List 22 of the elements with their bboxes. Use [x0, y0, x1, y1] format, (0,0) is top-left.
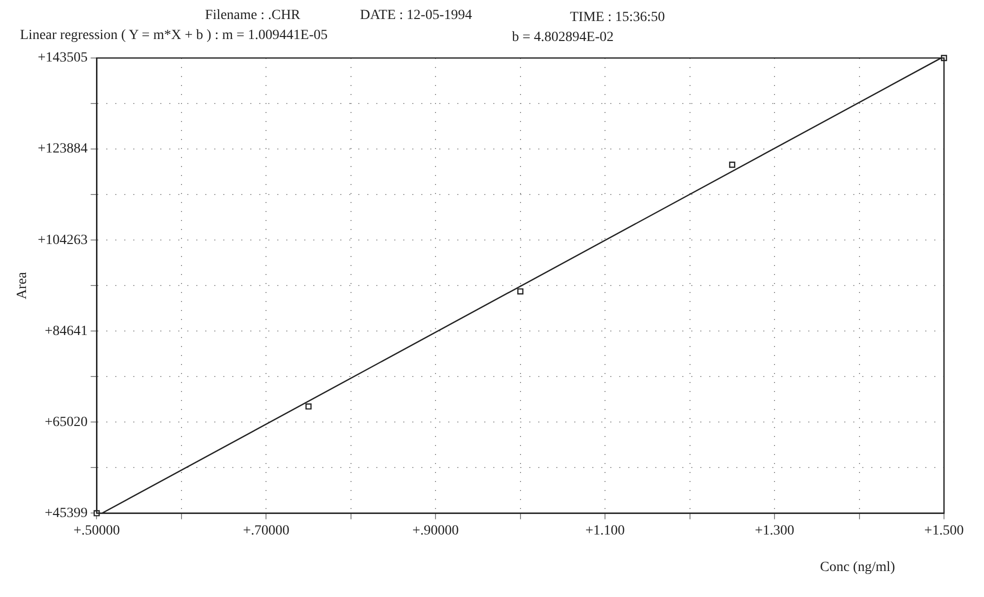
- point: [305, 403, 312, 410]
- x-tick-label: +.50000: [73, 523, 120, 538]
- y-tick-label: +143505: [38, 50, 88, 66]
- y-tick-label: +65020: [44, 414, 88, 430]
- y-tick-label: +123884: [38, 142, 88, 157]
- text: Linear regression ( Y = m*X + b ) : m = 1.009441E-05: [20, 28, 328, 44]
- point: [517, 288, 524, 294]
- text: DATE : 12-05-1994: [360, 8, 472, 24]
- y-axis-title: Area: [15, 271, 30, 300]
- x-tick-label: +1.500: [924, 523, 964, 538]
- x-axis-title: Conc (ng/ml): [820, 560, 896, 576]
- text: TIME : 15:36:50: [570, 10, 665, 26]
- x-tick-label: +.70000: [242, 523, 290, 538]
- text: Filename : .CHR: [205, 8, 300, 24]
- text: b = 4.802894E-02: [512, 30, 614, 46]
- y-tick-label: +45399: [44, 506, 88, 521]
- point: [729, 162, 736, 168]
- y-tick-label: +104263: [38, 232, 88, 248]
- y-tick-label: +84641: [44, 324, 88, 339]
- x-tick-label: +.90000: [412, 523, 459, 538]
- x-tick-label: +1.300: [754, 523, 794, 538]
- x-tick-label: +1.100: [585, 523, 625, 538]
